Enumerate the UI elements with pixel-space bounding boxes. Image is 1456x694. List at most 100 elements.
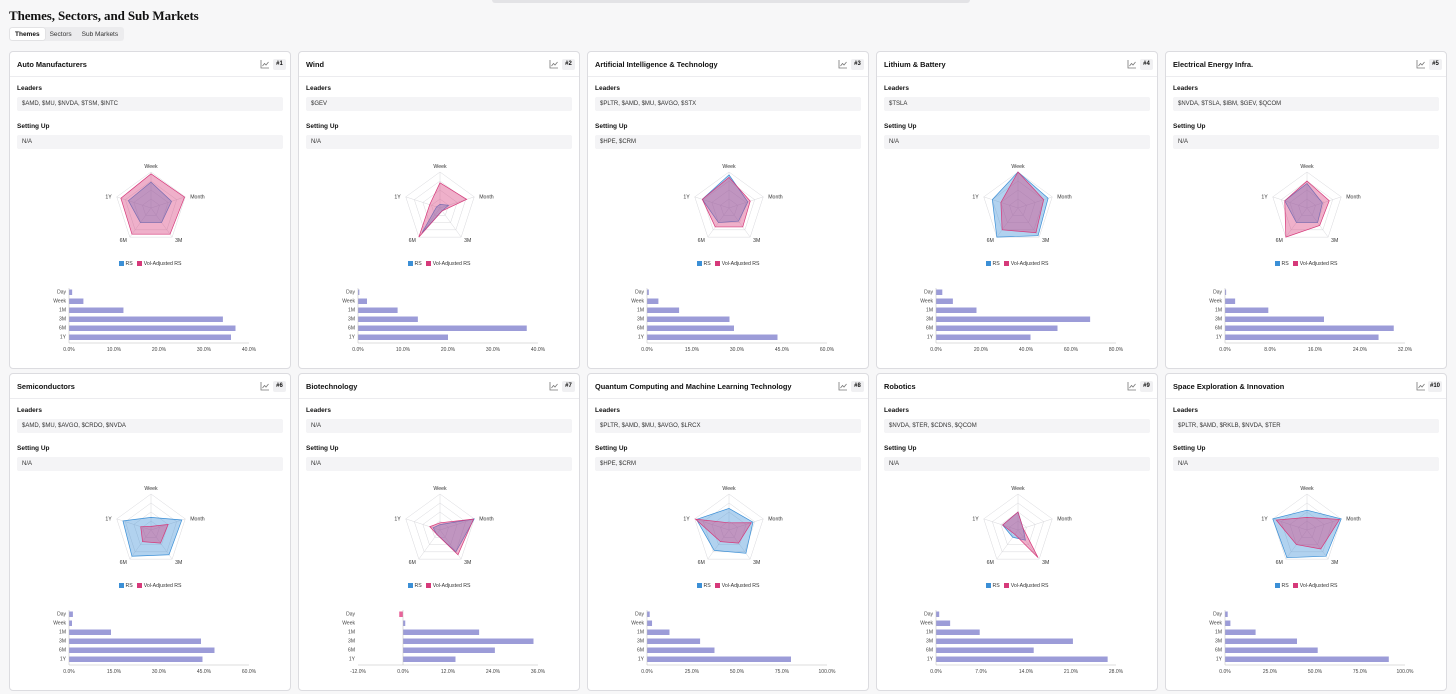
- bar-tick-label: 16.0%: [1308, 347, 1323, 353]
- legend-vol-adjusted-rs[interactable]: Vol-Adjusted RS: [136, 261, 182, 267]
- radar-axis-label: 1Y: [105, 516, 112, 522]
- bar-week: [403, 620, 406, 626]
- card-title: Quantum Computing and Machine Learning T…: [595, 382, 792, 391]
- radar-series-rs: [127, 181, 172, 223]
- line-chart-icon[interactable]: [1127, 381, 1137, 391]
- bar-category-label: Week: [920, 299, 933, 305]
- radar-spoke: [129, 529, 152, 560]
- theme-card-10: Space Exploration & Innovation #10 Leade…: [1165, 373, 1447, 691]
- bar-3m: [647, 638, 701, 644]
- legend-vol-adjusted-rs[interactable]: Vol-Adjusted RS: [136, 583, 182, 589]
- card-title: Electrical Energy Infra.: [1173, 60, 1254, 69]
- radar-spoke: [728, 196, 764, 209]
- bar-category-label: 3M: [926, 317, 933, 323]
- bar-category-label: 1Y: [927, 335, 934, 341]
- bar-category-label: 1M: [59, 630, 66, 636]
- legend-rs[interactable]: RS: [1274, 583, 1289, 589]
- bar-day: [936, 611, 940, 617]
- bar-tick-label: 0.0%: [641, 347, 653, 353]
- radar-spoke: [439, 207, 462, 238]
- bar-tick-label: 32.0%: [1398, 347, 1413, 353]
- bar-tick-label: 50.0%: [1308, 669, 1323, 675]
- card-header: Artificial Intelligence & Technology #3: [588, 52, 868, 77]
- setting-up-label: Setting Up: [595, 445, 628, 452]
- legend-rs[interactable]: RS: [696, 261, 711, 267]
- bar-category-label: Day: [346, 290, 355, 296]
- radar-grid-ring: [992, 502, 1044, 553]
- bar-tick-label: 80.0%: [1109, 347, 1124, 353]
- radar-grid-ring: [694, 493, 764, 560]
- rank-badge: #8: [851, 381, 864, 392]
- bar-category-label: 3M: [1215, 639, 1222, 645]
- performance-bar-chart: Day Week 1M 3M 6M 1Y 0.0% 15.0% 30.0% 45.0% 60.0%: [631, 288, 835, 353]
- legend-rs[interactable]: RS: [407, 583, 422, 589]
- bar-category-label: 6M: [1215, 648, 1222, 654]
- legend-vol-adjusted-rs[interactable]: Vol-Adjusted RS: [425, 583, 471, 589]
- theme-card-8: Quantum Computing and Machine Learning T…: [587, 373, 869, 691]
- tab-sub-markets[interactable]: Sub Markets: [81, 31, 119, 38]
- tab-themes[interactable]: Themes: [10, 28, 45, 40]
- radar-grid-ring: [1272, 171, 1342, 238]
- tab-sectors[interactable]: Sectors: [49, 31, 72, 38]
- bar-category-label: 6M: [348, 648, 355, 654]
- radar-legend: RS Vol-Adjusted RS: [588, 583, 868, 589]
- legend-vol-adjusted-rs[interactable]: Vol-Adjusted RS: [714, 261, 760, 267]
- bar-week: [1225, 620, 1231, 626]
- setting-up-value: $HPE, $CRM: [595, 135, 861, 149]
- bar-tick-label: 40.0%: [531, 347, 546, 353]
- radar-spoke: [116, 196, 152, 209]
- radar-spoke: [728, 518, 764, 531]
- legend-vol-adjusted-rs[interactable]: Vol-Adjusted RS: [1292, 583, 1338, 589]
- radar-grid-ring: [414, 502, 466, 553]
- legend-rs[interactable]: RS: [407, 261, 422, 267]
- legend-rs[interactable]: RS: [985, 261, 1000, 267]
- bar-1m: [647, 307, 680, 313]
- legend-vol-adjusted-rs[interactable]: Vol-Adjusted RS: [425, 261, 471, 267]
- line-chart-icon[interactable]: [549, 381, 559, 391]
- radar-spoke: [439, 518, 475, 531]
- bar-category-label: Week: [631, 299, 644, 305]
- bar-tick-label: 10.0%: [107, 347, 122, 353]
- radar-axis-label: Week: [1300, 164, 1314, 170]
- leaders-value: $NVDA, $TER, $CDNS, $QCOM: [884, 419, 1150, 433]
- radar-grid-ring: [1272, 493, 1342, 560]
- radar-grid-ring: [116, 171, 186, 238]
- line-chart-icon[interactable]: [260, 59, 270, 69]
- legend-rs[interactable]: RS: [118, 583, 133, 589]
- radar-legend: RS Vol-Adjusted RS: [1166, 583, 1446, 589]
- legend-vol-adjusted-rs[interactable]: Vol-Adjusted RS: [1003, 583, 1049, 589]
- radar-grid-ring: [1000, 189, 1036, 223]
- legend-rs[interactable]: RS: [118, 261, 133, 267]
- card-header: Robotics #9: [877, 374, 1157, 399]
- legend-vol-adjusted-rs[interactable]: Vol-Adjusted RS: [714, 583, 760, 589]
- bar-tick-label: 15.0%: [107, 669, 122, 675]
- line-chart-icon[interactable]: [1127, 59, 1137, 69]
- radar-legend: RS Vol-Adjusted RS: [10, 261, 290, 267]
- leaders-label: Leaders: [306, 85, 331, 92]
- line-chart-icon[interactable]: [838, 381, 848, 391]
- line-chart-icon[interactable]: [549, 59, 559, 69]
- leaders-value: $AMD, $MU, $NVDA, $TSM, $INTC: [17, 97, 283, 111]
- bar-category-label: 1Y: [927, 657, 934, 663]
- radar-spoke: [1017, 529, 1040, 560]
- line-chart-icon[interactable]: [838, 59, 848, 69]
- line-chart-icon[interactable]: [1416, 59, 1426, 69]
- line-chart-icon[interactable]: [260, 381, 270, 391]
- legend-rs[interactable]: RS: [696, 583, 711, 589]
- legend-rs[interactable]: RS: [1274, 261, 1289, 267]
- bar-category-label: Week: [342, 299, 355, 305]
- bar-category-label: 3M: [348, 639, 355, 645]
- bar-tick-label: 0.0%: [63, 669, 75, 675]
- radar-legend: RS Vol-Adjusted RS: [299, 261, 579, 267]
- bar-tick-label: 36.0%: [531, 669, 546, 675]
- legend-rs[interactable]: RS: [985, 583, 1000, 589]
- bar-category-label: 3M: [637, 639, 644, 645]
- radar-grid-ring: [431, 198, 449, 216]
- bar-6m: [1225, 647, 1318, 653]
- legend-vol-adjusted-rs[interactable]: Vol-Adjusted RS: [1292, 261, 1338, 267]
- legend-vol-adjusted-rs[interactable]: Vol-Adjusted RS: [1003, 261, 1049, 267]
- radar-axis-label: 1Y: [683, 194, 690, 200]
- line-chart-icon[interactable]: [1416, 381, 1426, 391]
- radar-grid-ring: [405, 493, 475, 560]
- bar-tick-label: 60.0%: [1064, 347, 1079, 353]
